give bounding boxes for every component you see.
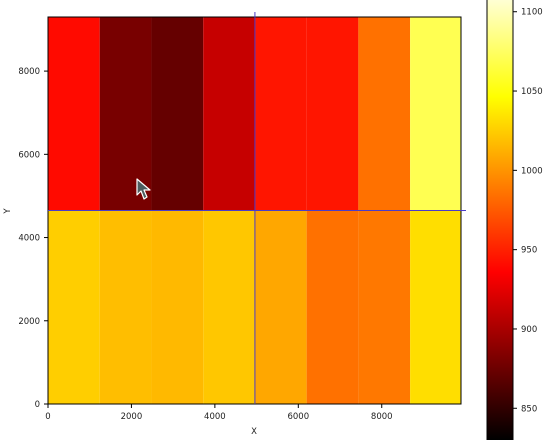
x-axis-label: X (251, 427, 257, 437)
heatmap-cell (48, 17, 100, 211)
heatmap-cell (358, 210, 411, 404)
heatmap-cell (254, 210, 307, 404)
colorbar (486, 0, 514, 440)
heatmap-cell (99, 17, 152, 211)
colorbar-tick-label: 1050 (521, 87, 543, 97)
colorbar-ticks: 850 900 950 1000 1050 1100 (513, 8, 543, 414)
x-tick-label: 4000 (204, 412, 226, 422)
colorbar-tick-label: 1000 (521, 166, 543, 176)
heatmap-cell (203, 210, 255, 404)
y-tick-label: 2000 (18, 317, 40, 327)
colorbar-tick-label: 900 (521, 325, 537, 335)
colorbar-tick-label: 850 (521, 404, 537, 414)
y-axis-ticks: 0 2000 4000 6000 8000 (18, 67, 48, 410)
x-tick-label: 6000 (287, 412, 309, 422)
x-axis-ticks: 0 2000 4000 6000 8000 (45, 404, 393, 422)
y-tick-label: 4000 (18, 234, 40, 244)
y-tick-label: 0 (35, 400, 40, 410)
colorbar-tick-label: 1100 (521, 8, 543, 18)
heatmap-cell (151, 210, 204, 404)
colorbar-tick-label: 950 (521, 246, 537, 256)
heatmap-cell (306, 210, 359, 404)
heatmap-cell (358, 17, 411, 211)
heatmap-cell (306, 17, 359, 211)
heatmap-cell (48, 210, 100, 404)
y-tick-label: 8000 (18, 67, 40, 77)
heatmap-cell (151, 17, 204, 211)
heatmap-cell (254, 17, 307, 211)
heatmap-cell (203, 17, 255, 211)
cursor-icon (136, 178, 151, 200)
x-tick-label: 8000 (371, 412, 393, 422)
x-tick-label: 0 (45, 412, 50, 422)
x-tick-label: 2000 (121, 412, 143, 422)
heatmap-cells (48, 17, 461, 404)
heatmap-cell (410, 210, 461, 404)
heatmap-cell (99, 210, 152, 404)
y-axis-label: Y (3, 208, 13, 215)
y-tick-label: 6000 (18, 150, 40, 160)
heatmap-cell (410, 17, 461, 211)
